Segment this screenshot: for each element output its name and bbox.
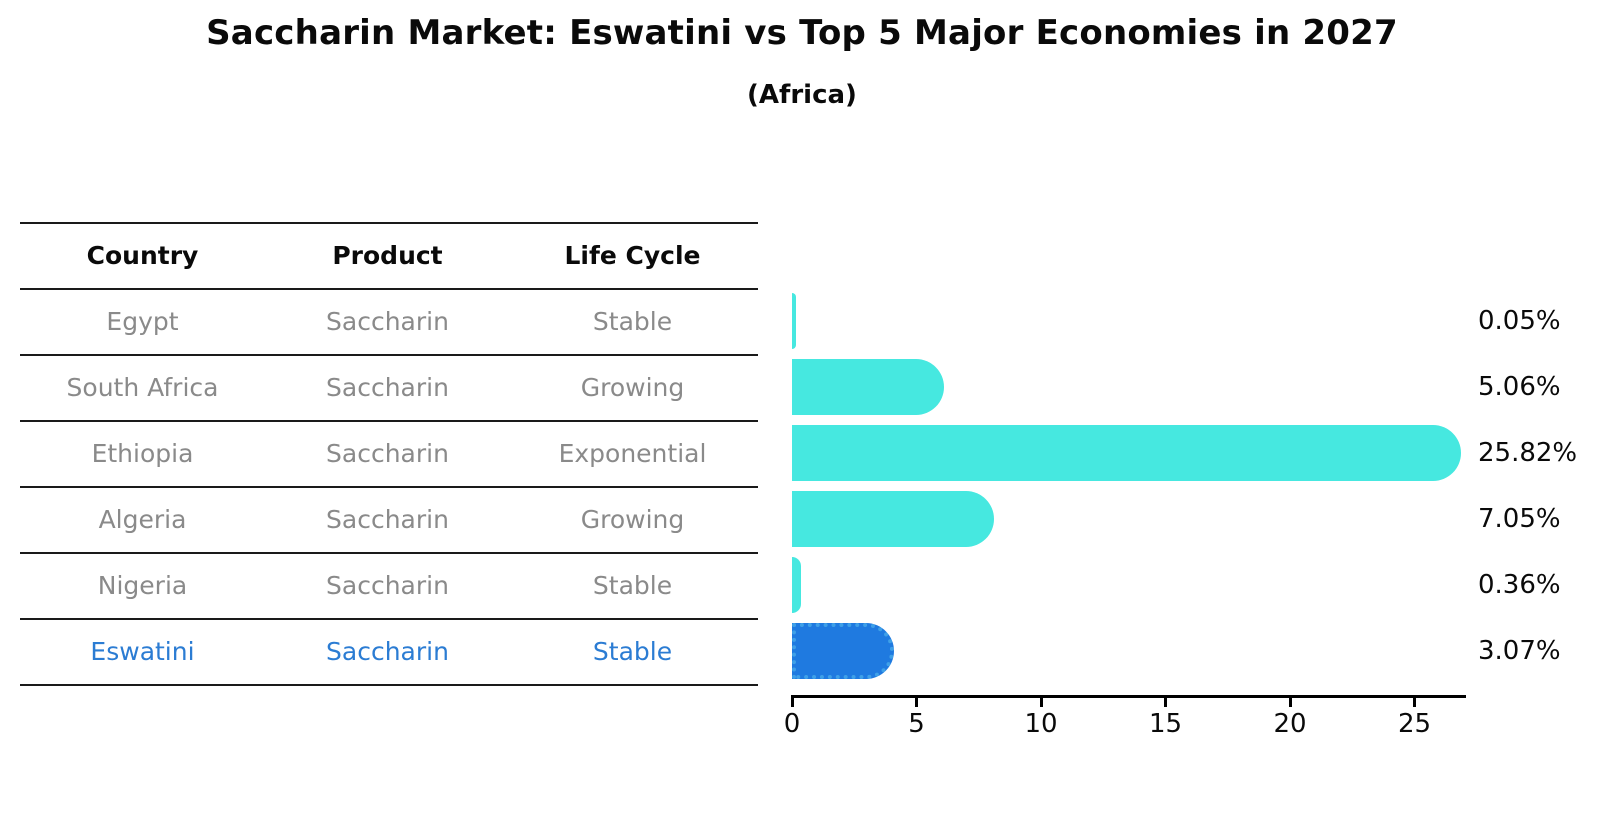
table-divider-line (20, 354, 758, 356)
x-tick-mark (1413, 698, 1416, 707)
cell-life_cycle: Growing (580, 504, 685, 534)
cell-country: Nigeria (97, 570, 188, 600)
cell-life_cycle: Exponential (558, 438, 707, 468)
x-tick-label: 25 (1397, 709, 1432, 739)
x-tick-mark (1039, 698, 1043, 707)
table-row: South Africa Saccharin Growing (20, 354, 755, 420)
cell-country: Egypt (106, 306, 179, 336)
table-header-row: Country Product Life Cycle (20, 222, 755, 288)
cell-product: Saccharin (326, 504, 449, 534)
cell-life_cycle: Life Cycle (564, 240, 701, 270)
table-divider-line (20, 486, 758, 488)
table-divider-line (20, 618, 758, 620)
x-tick-mark (1288, 698, 1292, 707)
x-tick-mark (915, 698, 918, 707)
cell-product: Saccharin (326, 636, 449, 666)
cell-product: Saccharin (326, 306, 449, 336)
cell-country: Country (86, 240, 199, 270)
cell-country: Ethiopia (91, 438, 194, 468)
table-row: Nigeria Saccharin Stable (20, 552, 755, 618)
table-row: Ethiopia Saccharin Exponential (20, 420, 755, 486)
table-row: Egypt Saccharin Stable (20, 288, 755, 354)
cell-life_cycle: Stable (592, 636, 673, 666)
bar (792, 557, 801, 613)
bar-value-label: 5.06% (1478, 372, 1561, 402)
chart-subtitle: (Africa) (747, 80, 857, 110)
cell-country: South Africa (66, 372, 219, 402)
chart-title: Saccharin Market: Eswatini vs Top 5 Majo… (206, 13, 1398, 53)
cell-country: Algeria (98, 504, 187, 534)
bar-value-label: 0.05% (1478, 306, 1561, 336)
bar-value-label: 3.07% (1478, 636, 1561, 666)
cell-product: Saccharin (326, 372, 449, 402)
bar (792, 293, 796, 349)
table-divider-line (20, 552, 758, 554)
bar (792, 359, 944, 415)
bar (792, 425, 1461, 481)
table-divider-line (20, 222, 758, 224)
cell-product: Saccharin (326, 570, 449, 600)
cell-life_cycle: Stable (592, 570, 673, 600)
table-row: Eswatini Saccharin Stable (20, 618, 755, 684)
bar (792, 491, 994, 547)
cell-product: Saccharin (326, 438, 449, 468)
table-row: Algeria Saccharin Growing (20, 486, 755, 552)
cell-product: Product (332, 240, 443, 270)
table-divider-line (20, 420, 758, 422)
cell-life_cycle: Stable (592, 306, 673, 336)
x-tick-label: 0 (783, 709, 801, 739)
table-divider-line (20, 288, 758, 290)
x-tick-label: 15 (1148, 709, 1183, 739)
x-axis-spine (791, 695, 1466, 698)
cell-country: Eswatini (90, 636, 195, 666)
x-tick-mark (1164, 698, 1167, 707)
bar-value-label: 0.36% (1478, 570, 1561, 600)
bar-value-label: 25.82% (1478, 438, 1578, 468)
x-tick-label: 20 (1273, 709, 1307, 739)
cell-life_cycle: Growing (580, 372, 685, 402)
x-tick-label: 5 (908, 709, 925, 739)
x-tick-mark (790, 698, 794, 707)
bar-highlight-eswatini (792, 623, 895, 679)
x-tick-label: 10 (1024, 709, 1058, 739)
table-divider-line (20, 684, 758, 686)
bar-value-label: 7.05% (1478, 504, 1561, 534)
